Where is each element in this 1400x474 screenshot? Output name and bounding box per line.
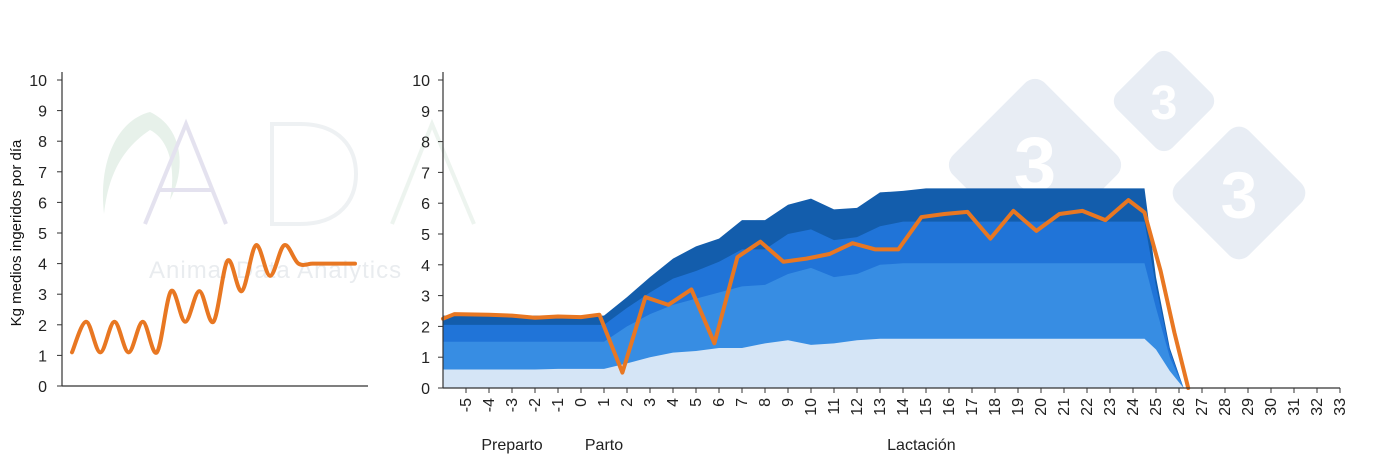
x-tick-label: 26	[1171, 398, 1188, 416]
x-tick-label: 22	[1079, 398, 1096, 416]
x-tick-label: 0	[573, 398, 590, 407]
right-y-tick-label: 4	[421, 258, 430, 275]
x-tick-label: 32	[1309, 398, 1326, 416]
x-tick-label: 6	[711, 398, 728, 407]
left-y-tick-label: 6	[38, 195, 47, 212]
x-tick-label: 14	[895, 398, 912, 416]
x-tick-label: 18	[987, 398, 1004, 416]
x-tick-label: 21	[1056, 398, 1073, 416]
right-y-ticks: 0 1 2 3 4 5 6 7 8 9 10	[412, 73, 443, 398]
x-tick-label: 19	[1010, 398, 1027, 416]
x-tick-label: 28	[1217, 398, 1234, 416]
x-tick-label: 20	[1033, 398, 1050, 416]
x-tick-label: 25	[1148, 398, 1165, 416]
y-axis-title: Kg medios ingeridos por día	[8, 139, 25, 326]
right-y-tick-label: 2	[421, 319, 430, 336]
x-tick-label: -1	[550, 398, 567, 412]
x-tick-label: 8	[757, 398, 774, 407]
left-y-tick-label: 9	[38, 104, 47, 121]
x-tick-label: 16	[941, 398, 958, 416]
x-tick-label: -4	[481, 398, 498, 412]
x-tick-label: 2	[619, 398, 636, 407]
x-tick-label: 29	[1240, 398, 1257, 416]
right-x-ticks: -5 -4 -3 -2 -1 0 1 2 3 4 5 6 7 8 9 10 11 12 13 14 15 16 17 18 19…	[458, 388, 1349, 416]
x-tick-label: 31	[1286, 398, 1303, 416]
x-tick-label: 10	[803, 398, 820, 416]
x-tick-label: 15	[918, 398, 935, 416]
x-tick-label: -5	[458, 398, 475, 412]
left-y-tick-label: 2	[38, 318, 47, 335]
right-y-tick-label: 7	[421, 165, 430, 182]
x-tick-label: 5	[688, 398, 705, 407]
x-tick-label: -3	[504, 398, 521, 412]
ada-letter-a2	[390, 118, 476, 225]
x-tick-label: 7	[734, 398, 751, 407]
x-tick-label: 13	[872, 398, 889, 416]
right-series-line	[441, 198, 1191, 390]
area-bands	[443, 188, 1184, 388]
phase-label: Lactación	[887, 437, 956, 454]
ada-leaf-icon	[102, 112, 180, 214]
digit-3-top: 3	[1151, 77, 1178, 130]
x-tick-label: 23	[1102, 398, 1119, 416]
diamond-top	[1113, 50, 1215, 152]
right-y-tick-label: 5	[421, 227, 430, 244]
ada-letter-a	[143, 118, 228, 225]
phase-label: Preparto	[481, 437, 542, 454]
right-y-tick-label: 9	[421, 104, 430, 121]
phase-labels: Preparto Parto Lactación	[481, 437, 955, 454]
right-y-tick-label: 10	[412, 73, 430, 90]
left-series-line	[70, 243, 357, 355]
right-y-tick-label: 0	[421, 381, 430, 398]
x-tick-label: 12	[849, 398, 866, 416]
left-y-tick-label: 1	[38, 348, 47, 365]
left-y-tick-label: 3	[38, 287, 47, 304]
diamond-right	[1172, 126, 1306, 260]
x-tick-label: 27	[1194, 398, 1211, 416]
right-y-tick-label: 8	[421, 135, 430, 152]
x-tick-label: 9	[780, 398, 797, 407]
left-y-tick-label: 5	[38, 226, 47, 243]
right-y-tick-label: 6	[421, 196, 430, 213]
left-y-tick-label: 8	[38, 134, 47, 151]
ada-logo-watermark: Animal Data Analytics	[102, 112, 476, 284]
x-tick-label: 4	[665, 398, 682, 407]
x-tick-label: 30	[1263, 398, 1280, 416]
x-tick-label: 24	[1125, 398, 1142, 416]
left-y-ticks: 0 1 2 3 4 5 6 7 8 9 10	[29, 73, 62, 396]
left-y-tick-label: 4	[38, 257, 47, 274]
ada-letter-d	[270, 122, 359, 226]
x-tick-label: 3	[642, 398, 659, 407]
x-tick-label: 17	[964, 398, 981, 416]
right-y-tick-label: 3	[421, 289, 430, 306]
left-chart: Kg medios ingeridos por día 0 1 2 3 4 5 6 7 8 9 10	[8, 72, 368, 396]
x-tick-label: 33	[1332, 398, 1349, 416]
digit-3-right: 3	[1221, 158, 1258, 232]
left-y-tick-label: 0	[38, 379, 47, 396]
left-y-tick-label: 7	[38, 165, 47, 182]
phase-label: Parto	[585, 437, 623, 454]
x-tick-label: 11	[826, 398, 843, 415]
x-tick-label: 1	[596, 398, 613, 407]
area-band-1	[443, 338, 1184, 388]
left-y-tick-label: 10	[29, 73, 47, 90]
right-y-tick-label: 1	[421, 350, 430, 367]
x-tick-label: -2	[527, 398, 544, 412]
